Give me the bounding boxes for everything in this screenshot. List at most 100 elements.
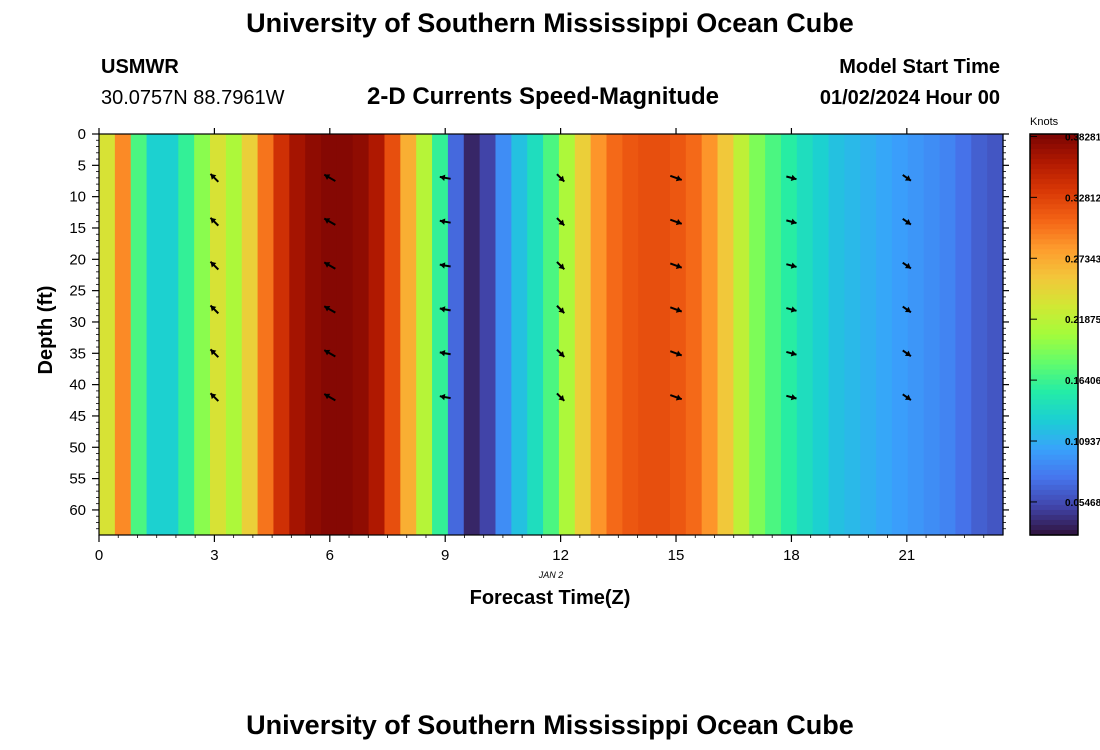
current-vector — [669, 262, 683, 269]
colorbar-step — [1030, 199, 1078, 205]
current-vector — [209, 304, 220, 315]
heatmap-cell — [622, 134, 639, 535]
heatmap-cell — [923, 134, 941, 535]
colorbar-step — [1030, 429, 1078, 436]
colorbar-step — [1030, 144, 1078, 150]
heatmap-cell — [685, 134, 703, 535]
current-vector — [556, 261, 566, 270]
heatmap-cell — [162, 134, 179, 535]
heatmap-cell — [114, 134, 132, 535]
y-tick-label: 35 — [69, 345, 86, 362]
current-vector — [669, 218, 683, 226]
colorbar-step — [1030, 194, 1078, 200]
colorbar-step — [1030, 244, 1078, 250]
y-axis: 0 5 10 15 20 25 30 35 40 45 50 55 60 — [69, 126, 1009, 530]
colorbar-step — [1030, 404, 1078, 411]
y-tick-label: 15 — [69, 220, 86, 237]
y-tick-label: 50 — [69, 439, 86, 456]
colorbar-step — [1030, 389, 1078, 396]
colorbar-step — [1030, 424, 1078, 431]
heatmap-cell — [701, 134, 719, 535]
heatmap-cell — [495, 134, 512, 535]
heatmap-cell — [210, 134, 227, 535]
heatmap-cell — [416, 134, 433, 535]
current-vector — [439, 393, 451, 401]
heatmap-cell — [749, 134, 766, 535]
y-tick-label: 40 — [69, 377, 86, 394]
model-start-value: 01/02/2024 Hour 00 — [819, 87, 1000, 109]
colorbar-step — [1030, 384, 1078, 391]
current-vector — [323, 217, 336, 226]
y-tick-label: 45 — [69, 408, 86, 425]
heatmap-cell — [146, 134, 164, 535]
x-tick-label: 15 — [668, 547, 685, 564]
colorbar-step — [1030, 434, 1078, 441]
y-tick-label: 10 — [69, 189, 86, 206]
page-title: University of Southern Mississippi Ocean… — [246, 8, 854, 38]
colorbar-step — [1030, 409, 1078, 416]
heatmap-cell — [194, 134, 211, 535]
colorbar-step — [1030, 439, 1078, 446]
colorbar-step — [1030, 319, 1078, 326]
colorbar-step — [1030, 369, 1078, 376]
colorbar-step — [1030, 159, 1078, 165]
colorbar-step — [1030, 304, 1078, 311]
heatmap-cell — [178, 134, 195, 535]
colorbar-frame — [1029, 133, 1079, 536]
current-vector — [556, 348, 566, 358]
colorbar-step — [1030, 289, 1078, 295]
colorbar-step — [1030, 519, 1078, 526]
current-vector — [902, 349, 912, 357]
colorbar-step — [1030, 469, 1078, 476]
heatmap-cell — [432, 134, 449, 535]
x-axis: 0 3 6 9 12 15 18 21 — [95, 128, 985, 564]
heatmap-cell — [447, 134, 465, 535]
heatmap-cell — [638, 134, 655, 535]
colorbar-step — [1030, 419, 1078, 426]
y-tick-label: 25 — [69, 283, 86, 300]
colorbar-step — [1030, 364, 1078, 371]
colorbar-step — [1030, 269, 1078, 275]
heatmap-cell — [796, 134, 814, 535]
x-tick-label: 18 — [783, 547, 800, 564]
colorbar-step — [1030, 394, 1078, 401]
colorbar-step — [1030, 179, 1078, 185]
heatmap-cell — [907, 134, 925, 535]
colorbar-step — [1030, 184, 1078, 190]
current-vector — [439, 306, 451, 313]
heatmap-cell — [558, 134, 576, 535]
x-tick-label: 0 — [95, 547, 103, 564]
current-vector — [786, 306, 797, 313]
colorbar-step — [1030, 524, 1078, 531]
colorbar-step — [1030, 414, 1078, 421]
current-vector — [902, 305, 912, 314]
colorbar-step — [1030, 359, 1078, 366]
heatmap-cells — [99, 134, 1004, 535]
heatmap-cell — [876, 134, 893, 535]
heatmap-cell — [891, 134, 909, 535]
current-vector — [902, 218, 912, 226]
y-tick-label: 55 — [69, 471, 86, 488]
heatmap-cell — [511, 134, 528, 535]
current-vector — [902, 261, 912, 270]
colorbar-tick-label: 0.32812 — [1065, 193, 1100, 204]
current-vector — [786, 350, 797, 357]
colorbar-tick-label: 0.21875 — [1065, 315, 1100, 326]
current-vector — [323, 393, 336, 402]
colorbar-step — [1030, 204, 1078, 210]
heatmap-cell — [368, 134, 386, 535]
colorbar-step — [1030, 509, 1078, 516]
heatmap-cell — [527, 134, 544, 535]
colorbar-tick-label: 0.27343 — [1065, 254, 1100, 265]
colorbar-step — [1030, 344, 1078, 351]
colorbar: 0.38281 0.32812 0.27343 0.21875 0.16406 0.109… — [1029, 132, 1100, 536]
heatmap-cell — [479, 134, 497, 535]
colorbar-step — [1030, 149, 1078, 155]
current-vector — [439, 174, 451, 181]
date-label: JAN 2 — [538, 570, 564, 580]
x-tick-label: 3 — [210, 547, 218, 564]
colorbar-step — [1030, 139, 1078, 145]
current-vector — [439, 262, 451, 269]
heatmap-cell — [257, 134, 275, 535]
current-vector — [323, 349, 336, 358]
